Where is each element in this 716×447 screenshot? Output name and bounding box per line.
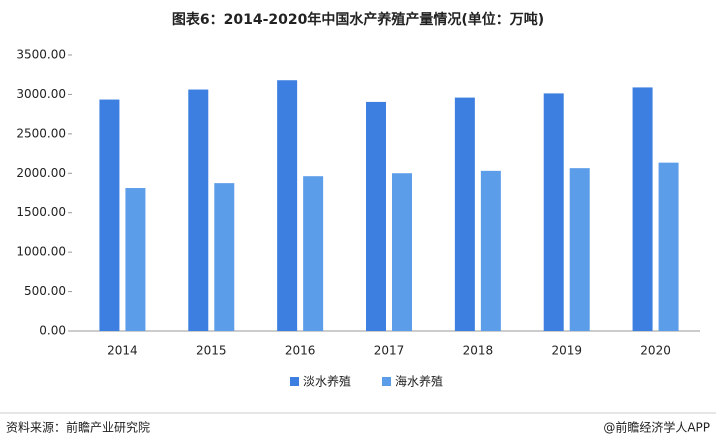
bar — [392, 173, 412, 331]
y-tick-label: 3500.00 — [16, 48, 66, 62]
y-tick-label: 2500.00 — [16, 126, 66, 140]
bar — [569, 168, 590, 331]
y-tick-label: 0.00 — [39, 324, 66, 338]
x-tick-label: 2017 — [374, 344, 405, 358]
bar — [632, 87, 653, 332]
brand: @前瞻经济学人APP — [603, 420, 710, 435]
y-tick-label: 500.00 — [24, 284, 66, 298]
source: 资料来源：前瞻产业研究院 — [6, 420, 150, 435]
bar — [658, 162, 679, 331]
y-tick-label: 3000.00 — [16, 87, 66, 101]
x-tick-label: 2019 — [551, 344, 582, 358]
x-tick-label: 2016 — [285, 344, 316, 358]
x-tick-label: 2015 — [196, 344, 227, 358]
legend-swatch — [290, 377, 299, 386]
x-tick-label: 2018 — [463, 344, 494, 358]
chart-title: 图表6：2014-2020年中国水产养殖产量情况(单位：万吨) — [172, 11, 544, 28]
legend-label: 淡水养殖 — [303, 374, 351, 389]
y-tick-label: 2000.00 — [16, 166, 66, 180]
bar — [303, 176, 324, 331]
bar — [480, 170, 501, 331]
bar — [188, 89, 209, 331]
bar — [454, 97, 475, 331]
bar — [543, 93, 564, 331]
legend-swatch — [382, 377, 391, 386]
legend-label: 海水养殖 — [395, 374, 443, 389]
y-tick-label: 1000.00 — [16, 245, 66, 259]
bar — [99, 99, 120, 331]
bar — [125, 188, 146, 331]
x-tick-label: 2020 — [640, 344, 671, 358]
y-tick-label: 1500.00 — [16, 205, 66, 219]
x-tick-label: 2014 — [107, 344, 138, 358]
bar — [277, 80, 298, 331]
bar — [366, 101, 386, 331]
bar — [214, 183, 235, 331]
